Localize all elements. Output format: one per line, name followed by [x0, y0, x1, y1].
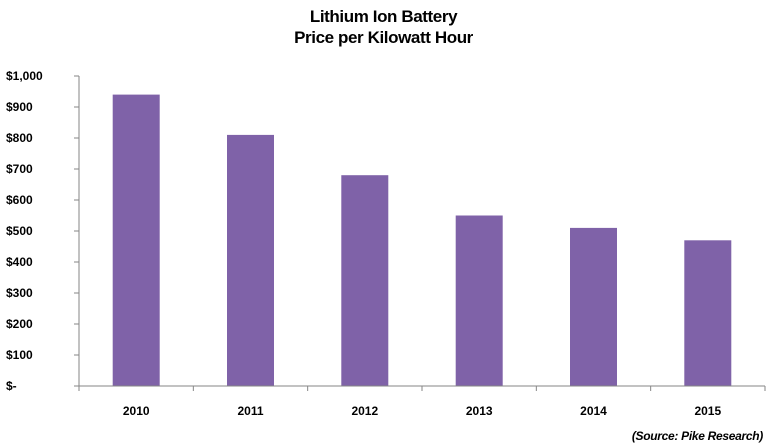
y-tick-label-500: $500 — [6, 224, 33, 238]
y-tick-label-400: $400 — [6, 255, 33, 269]
chart-title-line-1: Lithium Ion Battery — [309, 7, 458, 26]
x-tick-label-2011: 2011 — [237, 404, 263, 418]
x-tick-label-2010: 2010 — [123, 404, 150, 418]
x-tick-label-2012: 2012 — [351, 404, 378, 418]
y-tick-label-900: $900 — [6, 100, 33, 114]
x-tick-label-2013: 2013 — [466, 404, 493, 418]
y-tick-label-800: $800 — [6, 131, 33, 145]
y-tick-label-600: $600 — [6, 193, 33, 207]
chart-title: Lithium Ion Battery Price per Kilowatt H… — [0, 6, 767, 48]
y-tick-label-200: $200 — [6, 317, 33, 331]
bar-2014 — [570, 227, 617, 386]
bar-2015 — [684, 240, 732, 386]
chart-title-line-2: Price per Kilowatt Hour — [294, 28, 473, 47]
y-tick-label-300: $300 — [6, 286, 33, 300]
y-tick-label-0: $- — [6, 379, 17, 393]
bar-2012 — [341, 175, 389, 386]
y-tick-label-1000: $1,000 — [6, 69, 43, 83]
x-tick-label-2014: 2014 — [580, 404, 607, 418]
y-tick-label-700: $700 — [6, 162, 33, 176]
bar-2010 — [112, 94, 160, 386]
bar-2013 — [455, 215, 503, 386]
bar-2011 — [227, 134, 274, 386]
source-note: (Source: Pike Research) — [631, 429, 763, 443]
x-tick-label-2015: 2015 — [694, 404, 721, 418]
y-tick-label-100: $100 — [6, 348, 33, 362]
